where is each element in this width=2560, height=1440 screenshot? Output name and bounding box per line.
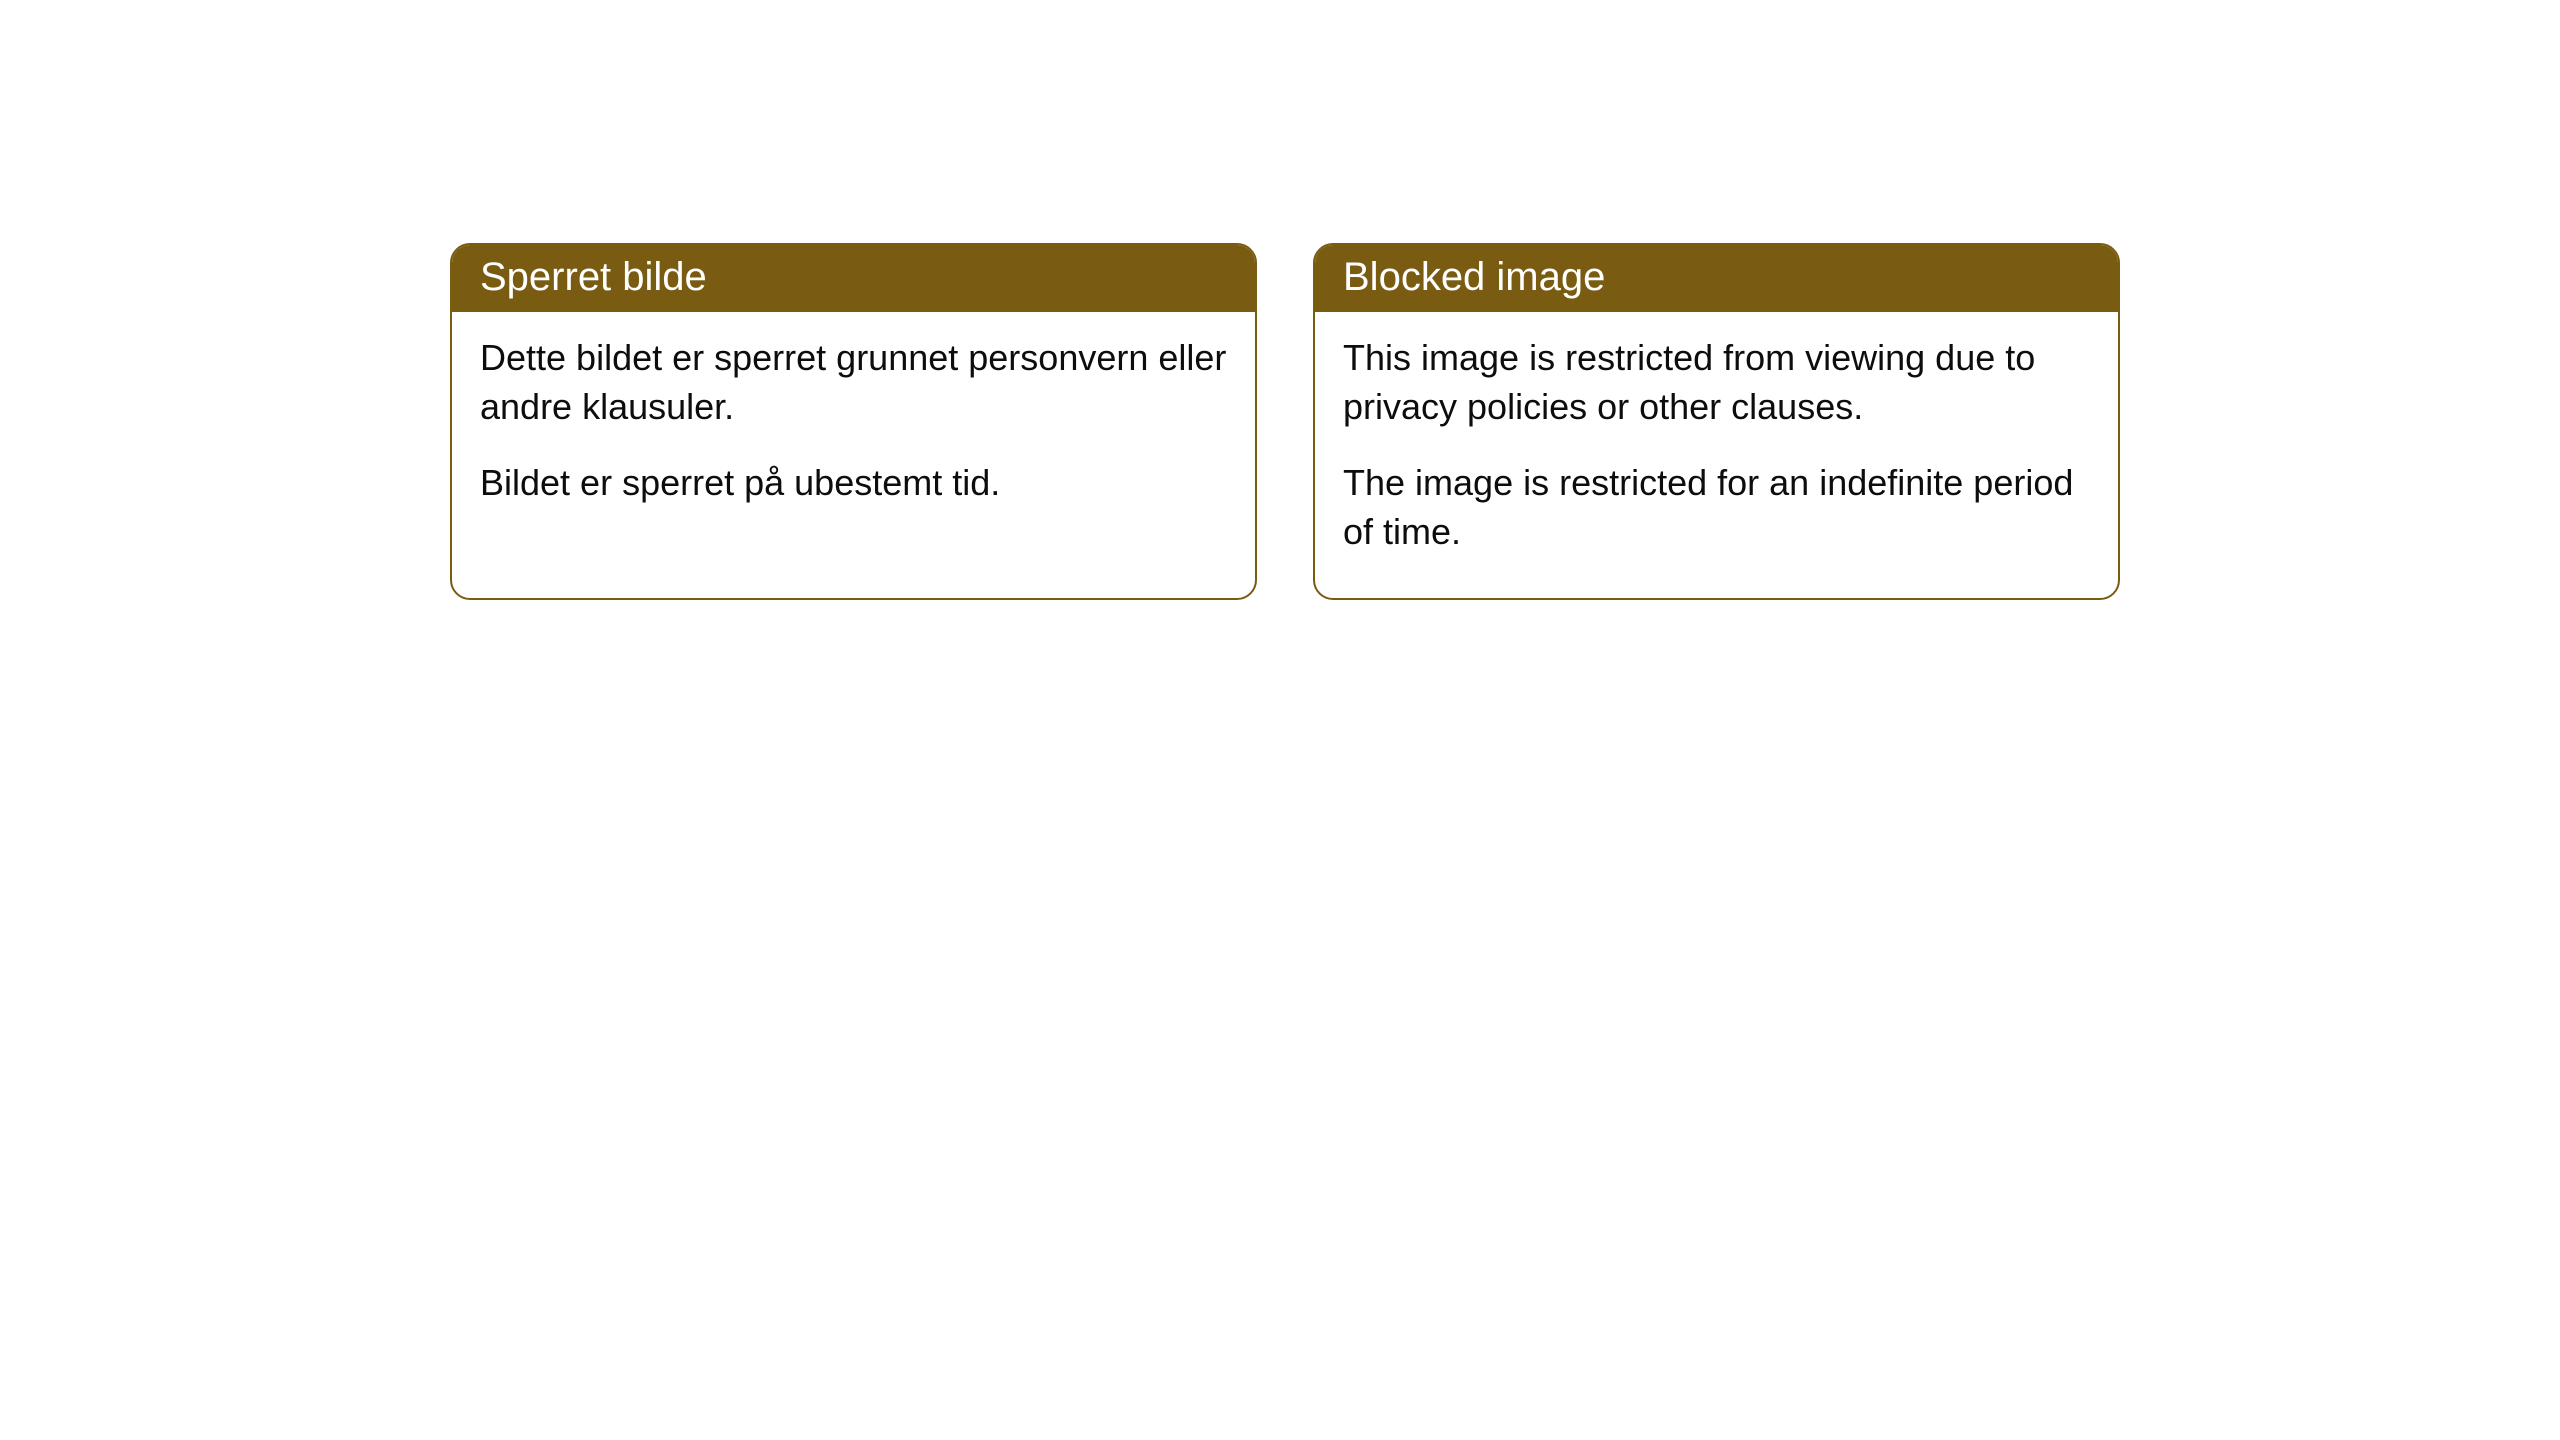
card-header: Blocked image [1315,245,2118,312]
card-header: Sperret bilde [452,245,1255,312]
card-title: Blocked image [1343,255,1605,299]
card-body: Dette bildet er sperret grunnet personve… [452,312,1255,550]
notice-paragraph: This image is restricted from viewing du… [1343,334,2090,431]
notice-card-norwegian: Sperret bilde Dette bildet er sperret gr… [450,243,1257,600]
card-title: Sperret bilde [480,255,707,299]
notice-container: Sperret bilde Dette bildet er sperret gr… [450,243,2560,600]
notice-paragraph: Dette bildet er sperret grunnet personve… [480,334,1227,431]
card-body: This image is restricted from viewing du… [1315,312,2118,598]
notice-card-english: Blocked image This image is restricted f… [1313,243,2120,600]
notice-paragraph: The image is restricted for an indefinit… [1343,459,2090,556]
notice-paragraph: Bildet er sperret på ubestemt tid. [480,459,1227,508]
